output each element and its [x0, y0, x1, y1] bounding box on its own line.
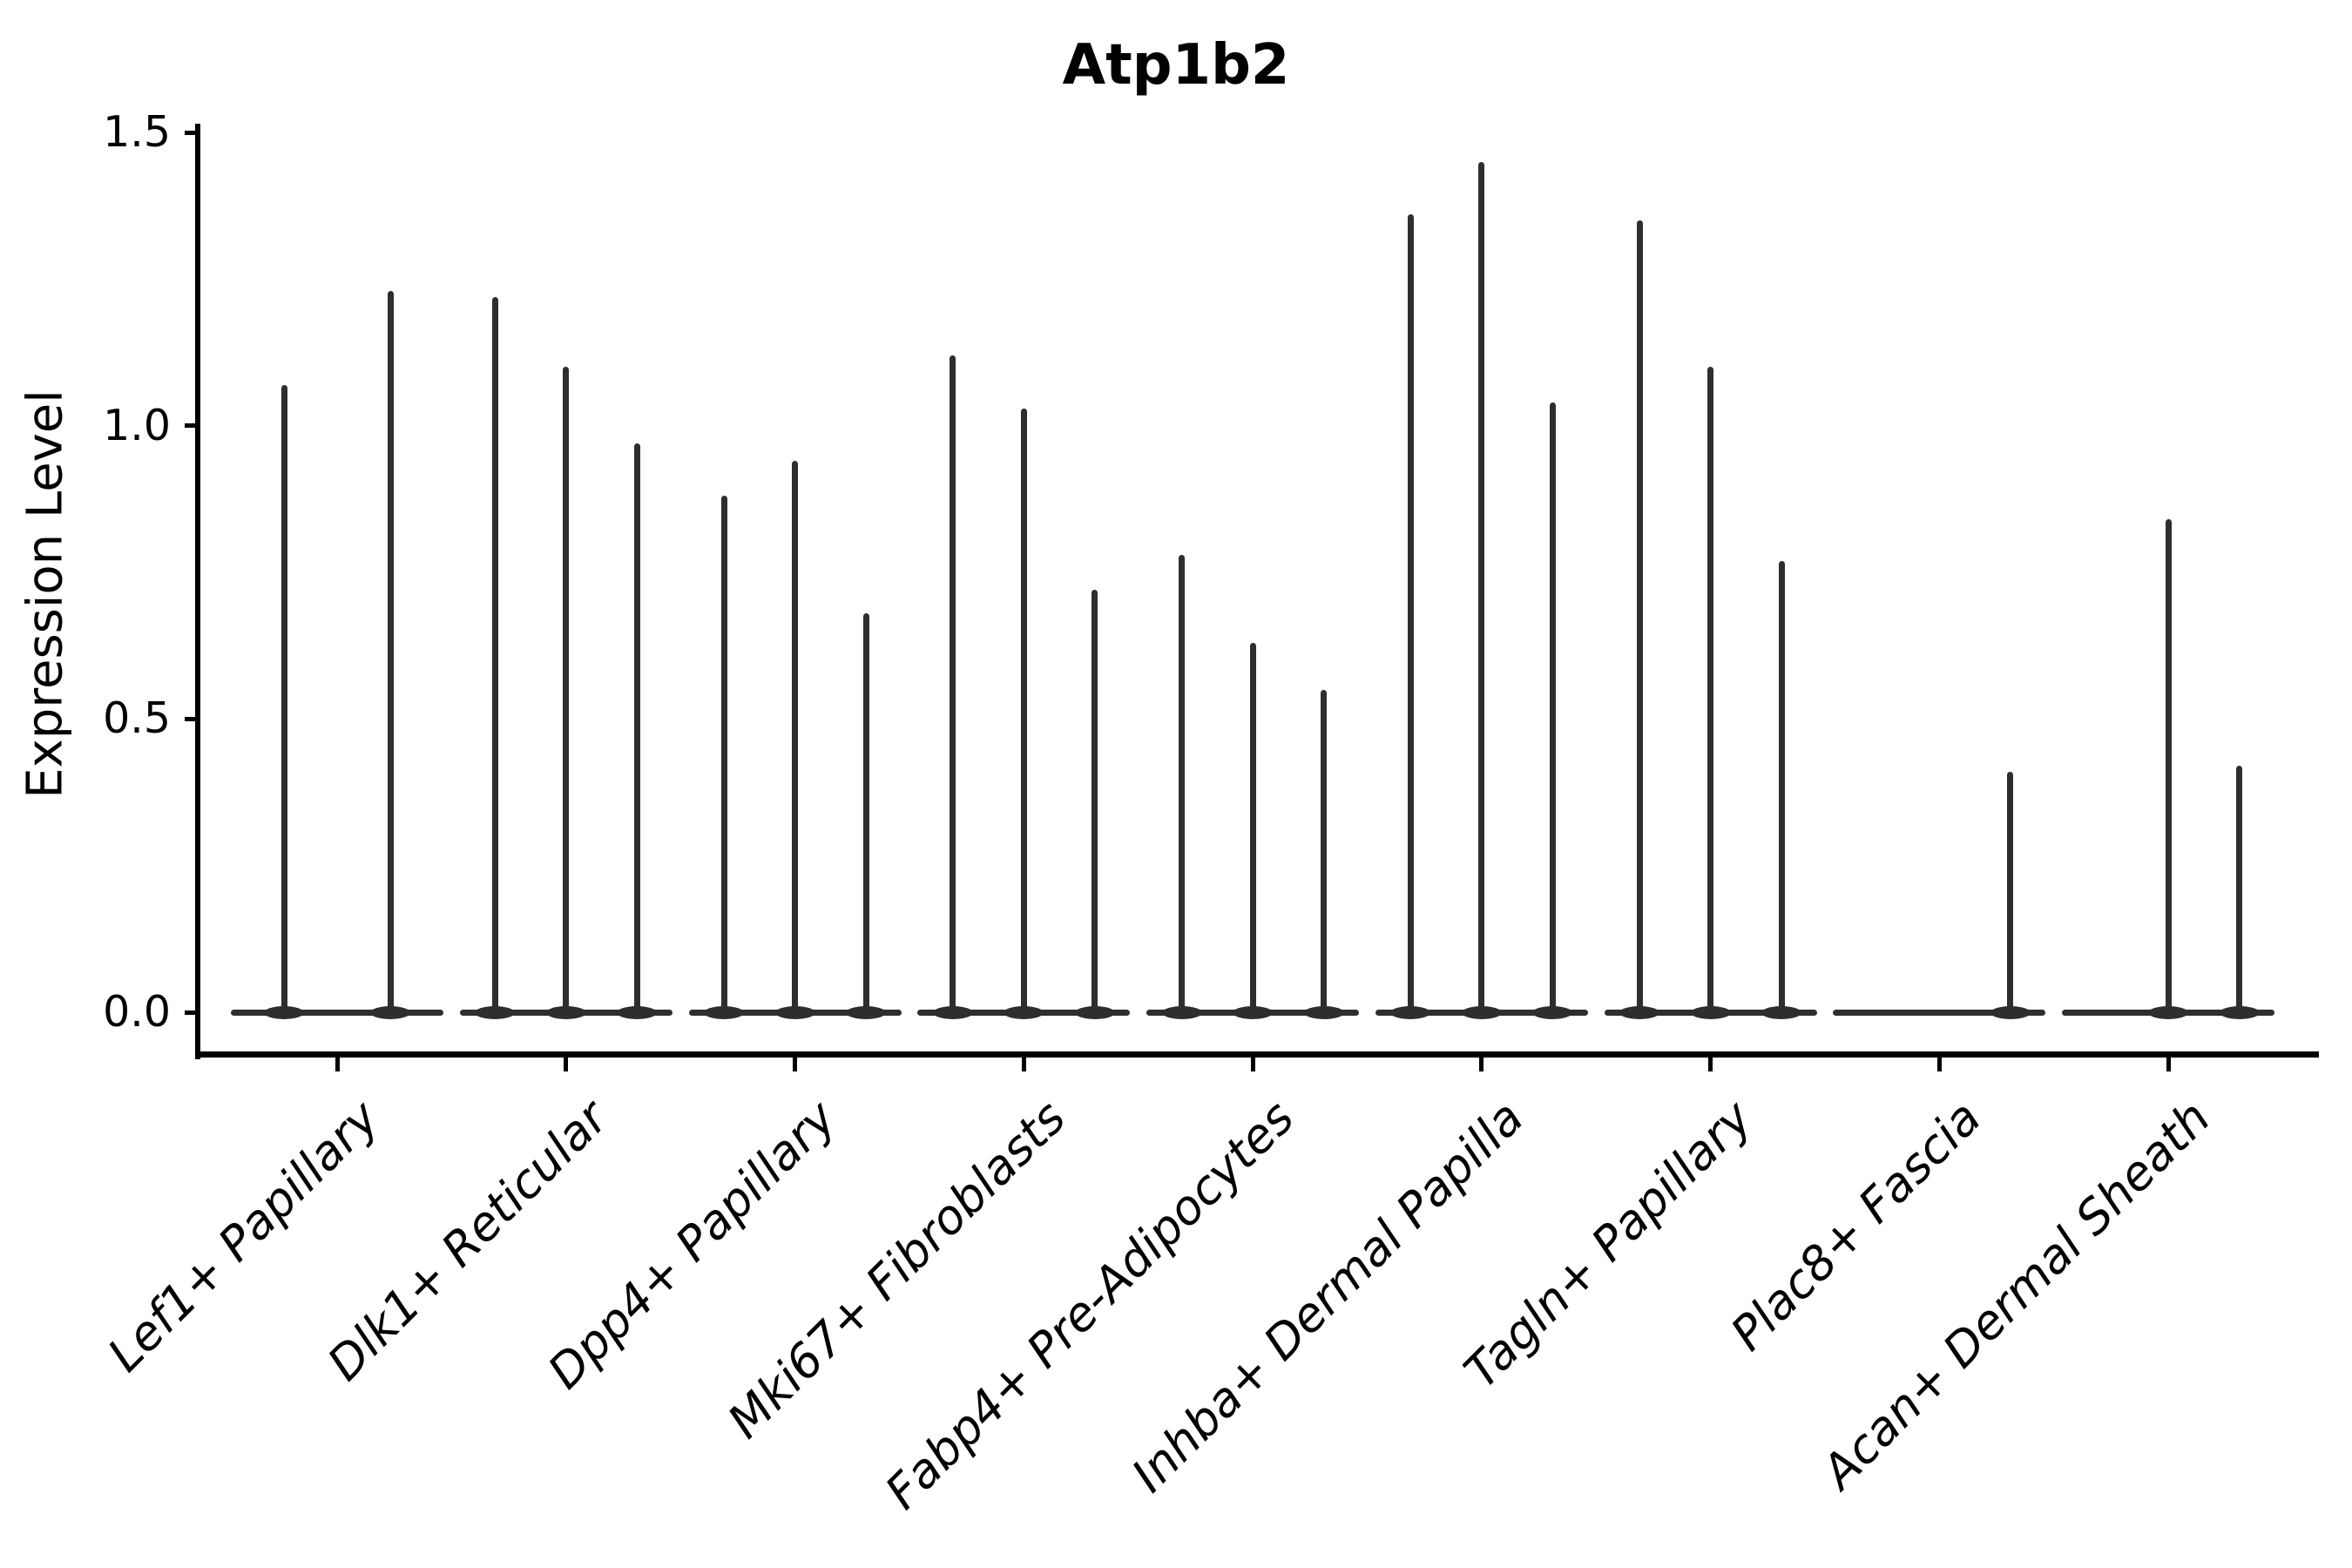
violin-spike [563, 367, 570, 1012]
violin-base-bump [1990, 1006, 2031, 1019]
x-axis-tick [1479, 1058, 1484, 1071]
category-baseline [1833, 1010, 2046, 1016]
violin-spike [1636, 220, 1643, 1012]
violin-base-bump [1161, 1006, 1202, 1019]
violin-spike [2007, 771, 2014, 1012]
violin-base-bump [545, 1006, 586, 1019]
y-axis-tick-label: 1.5 [103, 107, 171, 158]
violin-base-bump [1303, 1006, 1344, 1019]
violin-base-bump [2148, 1006, 2188, 1019]
violin-spike [1321, 689, 1327, 1012]
violin-spike [1478, 161, 1485, 1012]
violin-base-bump [1532, 1006, 1573, 1019]
y-axis-spine [195, 124, 200, 1059]
x-axis-tick [2166, 1058, 2171, 1071]
violin-base-bump [932, 1006, 973, 1019]
violin-base-bump [1619, 1006, 1659, 1019]
y-axis-tick-label: 0.5 [103, 693, 171, 744]
violin-base-bump [264, 1006, 304, 1019]
chart-title: Atp1b2 [1062, 33, 1290, 98]
x-axis-tick [335, 1058, 340, 1071]
x-axis-spine [195, 1051, 2319, 1058]
violin-base-bump [1690, 1006, 1731, 1019]
y-axis-tick [185, 130, 198, 135]
violin-base-bump [704, 1006, 744, 1019]
x-axis-tick-label: Inhba+ Dermal Papilla [1120, 1090, 1534, 1504]
x-axis-tick [1708, 1058, 1713, 1071]
violin-spike [1407, 214, 1414, 1012]
x-axis-tick [1936, 1058, 1942, 1071]
violin-base-bump [370, 1006, 410, 1019]
violin-spike [1549, 402, 1556, 1012]
violin-base-bump [1761, 1006, 1801, 1019]
violin-base-bump [1233, 1006, 1273, 1019]
violin-spike [2236, 766, 2242, 1012]
violin-base-bump [1461, 1006, 1502, 1019]
violin-spike [491, 296, 498, 1012]
violin-base-bump [1074, 1006, 1115, 1019]
violin-spike [1707, 367, 1713, 1012]
x-axis-tick [564, 1058, 569, 1071]
violin-spike [1778, 560, 1785, 1012]
x-axis-tick-label: Acan+ Dermal Sheath [1811, 1090, 2220, 1500]
violin-spike [862, 613, 869, 1012]
y-axis-tick-label: 1.0 [103, 400, 171, 450]
violin-spike [1092, 590, 1098, 1012]
category-baseline [231, 1010, 443, 1016]
violin-base-bump [1004, 1006, 1044, 1019]
y-axis-tick [185, 423, 198, 429]
x-axis-tick [1250, 1058, 1255, 1071]
violin-spike [1179, 554, 1185, 1012]
violin-spike [2165, 519, 2172, 1012]
violin-spike [720, 496, 727, 1012]
violin-spike [792, 461, 798, 1012]
y-axis-tick [185, 1010, 198, 1015]
x-axis-tick [1021, 1058, 1026, 1071]
y-axis-tick-label: 0.0 [103, 987, 171, 1037]
violin-spike [1249, 642, 1256, 1012]
x-axis-tick-label: Fabp4+ Pre-Adipocytes [875, 1090, 1305, 1520]
violin-base-bump [475, 1006, 516, 1019]
violin-base-bump [1390, 1006, 1431, 1019]
violin-base-bump [2219, 1006, 2260, 1019]
violin-spike [633, 443, 640, 1012]
x-axis-tick [793, 1058, 797, 1071]
violin-base-bump [846, 1006, 886, 1019]
violin-spike [950, 355, 956, 1012]
violin-spike [387, 290, 394, 1012]
violin-base-bump [774, 1006, 815, 1019]
y-axis-tick [185, 716, 198, 721]
violin-spike [1020, 408, 1027, 1012]
violin-base-bump [617, 1006, 658, 1019]
violin-spike [280, 384, 287, 1012]
